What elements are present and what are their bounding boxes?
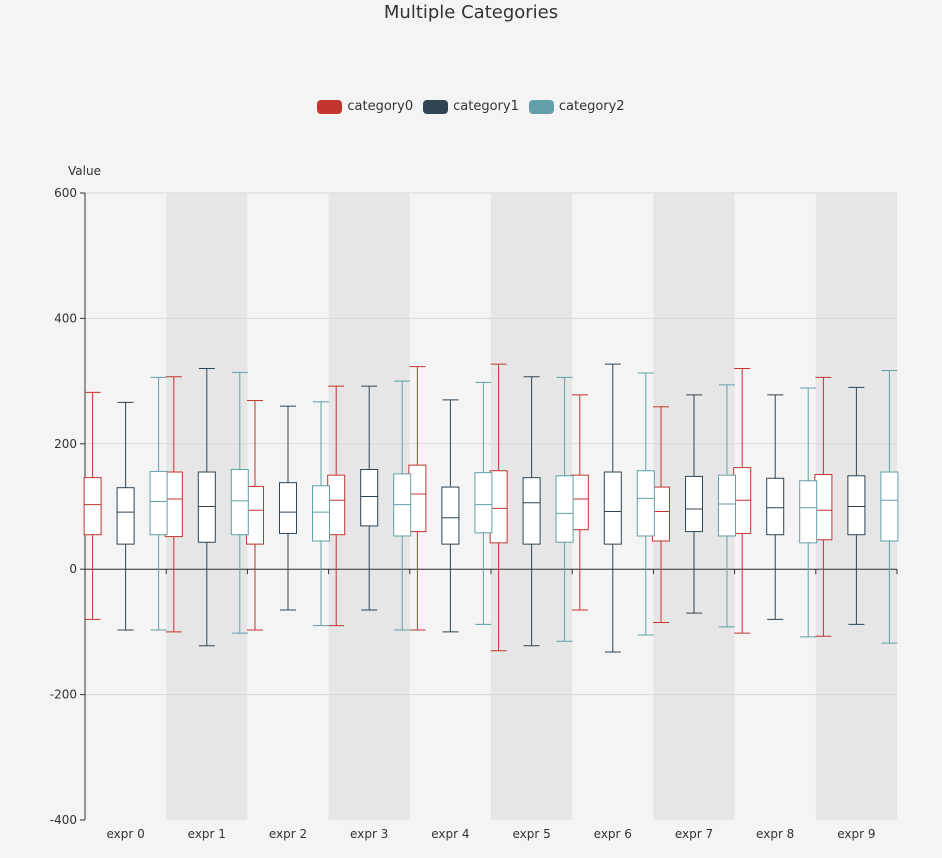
box-iqr xyxy=(230,469,249,536)
box-category0-expr1[interactable] xyxy=(164,376,183,633)
box-iqr xyxy=(555,475,574,543)
box-category1-expr3[interactable] xyxy=(360,385,379,611)
box-iqr xyxy=(636,470,655,537)
box-category1-expr8[interactable] xyxy=(766,394,785,620)
box-category2-expr3[interactable] xyxy=(393,380,412,631)
legend-swatch-category1 xyxy=(423,99,449,114)
x-tick-label: expr 0 xyxy=(106,827,144,841)
x-tick-label: expr 7 xyxy=(675,827,713,841)
box-category0-expr5[interactable] xyxy=(489,363,508,652)
box-iqr xyxy=(522,477,541,545)
box-iqr xyxy=(603,471,622,545)
x-tick-label: expr 2 xyxy=(269,827,307,841)
legend-label-category0: category0 xyxy=(347,99,414,114)
box-iqr xyxy=(847,475,866,536)
x-tick-label: expr 4 xyxy=(431,827,469,841)
x-tick-label: expr 9 xyxy=(837,827,875,841)
box-iqr xyxy=(197,471,216,543)
box-iqr xyxy=(652,486,670,542)
x-tick-label: expr 1 xyxy=(188,827,226,841)
box-category2-expr9[interactable] xyxy=(880,369,899,644)
x-tick-label: expr 8 xyxy=(756,827,794,841)
box-iqr xyxy=(474,472,493,534)
y-tick-label: 200 xyxy=(54,437,77,451)
box-category0-expr0[interactable] xyxy=(83,391,102,620)
legend: category0 category1 category2 xyxy=(0,99,942,114)
box-iqr xyxy=(441,486,460,545)
legend-label-category2: category2 xyxy=(558,99,625,114)
box-category2-expr0[interactable] xyxy=(149,376,168,631)
box-iqr xyxy=(246,485,264,545)
box-category1-expr2[interactable] xyxy=(279,405,297,611)
box-category1-expr1[interactable] xyxy=(197,368,216,647)
box-iqr xyxy=(279,482,297,534)
x-tick-label: expr 6 xyxy=(594,827,632,841)
box-iqr xyxy=(360,469,379,527)
legend-label-category1: category1 xyxy=(453,99,519,114)
box-iqr xyxy=(327,474,346,536)
box-category2-expr2[interactable] xyxy=(312,401,330,627)
legend-item-category0[interactable]: category0 xyxy=(317,99,413,114)
box-iqr xyxy=(149,470,168,536)
box-iqr xyxy=(814,474,833,541)
legend-item-category1[interactable]: category1 xyxy=(423,99,519,114)
box-category1-expr9[interactable] xyxy=(847,386,866,625)
box-iqr xyxy=(570,474,589,531)
box-iqr xyxy=(164,471,183,538)
x-tick-label: expr 3 xyxy=(350,827,388,841)
box-category1-expr4[interactable] xyxy=(441,399,460,633)
x-tick-label: expr 5 xyxy=(512,827,550,841)
y-tick-label: -200 xyxy=(50,688,77,702)
chart-title: Multiple Categories xyxy=(383,2,559,23)
y-tick-label: 400 xyxy=(54,311,77,325)
box-category0-expr8[interactable] xyxy=(733,368,752,634)
box-iqr xyxy=(408,464,427,533)
box-category0-expr4[interactable] xyxy=(408,366,427,631)
box-category1-expr7[interactable] xyxy=(685,394,703,614)
box-category2-expr5[interactable] xyxy=(555,376,574,642)
box-category1-expr5[interactable] xyxy=(522,376,541,647)
box-iqr xyxy=(489,470,508,544)
y-tick-label: 600 xyxy=(54,186,77,200)
box-iqr xyxy=(116,487,135,545)
legend-item-category2[interactable]: category2 xyxy=(528,99,625,114)
box-iqr xyxy=(312,485,330,542)
box-category2-expr7[interactable] xyxy=(718,384,736,628)
y-tick-label: 0 xyxy=(69,562,77,576)
box-category2-expr4[interactable] xyxy=(474,381,493,625)
legend-swatch-category0 xyxy=(317,99,343,114)
y-axis-label: Value xyxy=(68,164,101,178)
box-category1-expr6[interactable] xyxy=(603,363,622,653)
box-iqr xyxy=(685,475,703,533)
box-iqr xyxy=(718,474,736,537)
box-iqr xyxy=(83,477,102,536)
box-category2-expr1[interactable] xyxy=(230,371,249,634)
box-category0-expr7[interactable] xyxy=(652,406,670,623)
box-category2-expr6[interactable] xyxy=(636,372,655,636)
box-category2-expr8[interactable] xyxy=(799,387,818,638)
box-category1-expr0[interactable] xyxy=(116,401,135,631)
box-iqr xyxy=(880,471,899,542)
y-tick-label: -400 xyxy=(50,813,77,827)
box-iqr xyxy=(799,480,818,544)
legend-swatch-category2 xyxy=(528,99,554,114)
box-iqr xyxy=(766,477,785,536)
